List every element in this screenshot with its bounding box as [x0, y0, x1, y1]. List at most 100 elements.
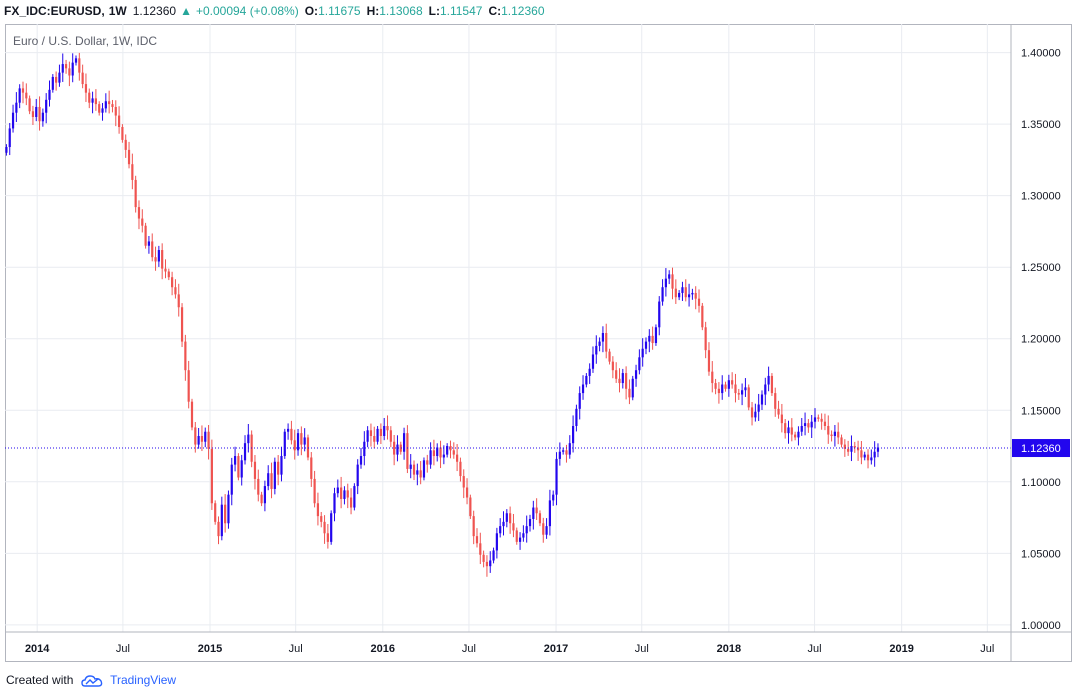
candle-body: [611, 361, 614, 371]
interval[interactable]: 1W: [108, 4, 127, 18]
candle-body: [532, 507, 535, 519]
x-tick-label: Jul: [116, 643, 130, 655]
candle-body: [267, 473, 270, 487]
candle-body: [817, 417, 820, 419]
symbol-name[interactable]: FX_IDC:EURUSD,: [4, 4, 105, 18]
candle-body: [522, 533, 525, 538]
candle-body: [631, 378, 634, 398]
candle-body: [581, 384, 585, 394]
candle-body: [200, 436, 204, 442]
candle-body: [432, 450, 436, 457]
candle-body: [442, 454, 445, 458]
time-axis[interactable]: 2014 Jul 2015 Jul 2016 Jul 2017 Jul 2018 Jul 2019 J…: [25, 643, 994, 655]
price-change: +0.00094 (+0.08%): [195, 4, 299, 18]
candle-body: [396, 444, 399, 455]
candle-body: [8, 128, 11, 148]
x-tick-label: 2017: [544, 643, 568, 655]
candle-body: [336, 487, 339, 494]
candle-body: [601, 333, 605, 342]
symbol-header: FX_IDC:EURUSD, 1W 1.12360 ▲ +0.00094 (+0.08%…: [0, 0, 1078, 22]
candle-body: [694, 292, 697, 299]
y-tick-label: 1.00000: [1021, 620, 1061, 632]
tradingview-cloud-icon[interactable]: [81, 674, 103, 688]
candle-body: [406, 433, 409, 469]
candle-body: [462, 476, 465, 488]
candle-body: [767, 375, 770, 385]
candle-body: [379, 428, 382, 437]
candle-body: [369, 430, 373, 437]
candle-body: [492, 550, 495, 561]
candle-body: [568, 443, 571, 455]
price-axis[interactable]: 1.40000 1.35000 1.30000 1.25000 1.20000 1.150…: [1021, 48, 1061, 632]
candle-body: [608, 351, 611, 362]
candle-body: [502, 521, 505, 527]
candle-body: [94, 98, 97, 105]
candle-body: [760, 394, 764, 405]
candle-body: [171, 277, 174, 288]
chart-frame: [5, 24, 1072, 662]
candle-body: [18, 88, 21, 103]
x-tick-label: Jul: [635, 643, 649, 655]
high-label: H:: [366, 4, 380, 18]
candle-body: [866, 454, 870, 461]
open-value: 1.11675: [318, 4, 361, 18]
candle-body: [247, 434, 250, 444]
candle-body: [823, 421, 827, 426]
candle-body: [300, 433, 303, 445]
candle-body: [48, 89, 51, 100]
change-arrow-icon: ▲: [180, 4, 192, 18]
y-tick-label: 1.20000: [1021, 334, 1061, 346]
candle-body: [280, 456, 283, 475]
candle-body: [830, 434, 833, 437]
candle-body: [621, 373, 624, 384]
candle-body: [469, 497, 472, 517]
candle-body: [356, 464, 359, 487]
candle-body: [588, 368, 591, 376]
candle-body: [863, 454, 866, 458]
price-chart[interactable]: 1.40000 1.35000 1.30000 1.25000 1.20000 1.150…: [5, 24, 1072, 662]
candle-body: [664, 278, 667, 288]
candle-body: [847, 448, 850, 452]
candle-body: [605, 333, 608, 352]
candle-body: [671, 274, 674, 289]
candle-body: [217, 521, 220, 537]
tradingview-link[interactable]: TradingView: [110, 673, 177, 687]
candle-body: [243, 443, 247, 461]
candle-body: [359, 456, 363, 465]
candle-body: [207, 431, 210, 449]
candle-body: [320, 516, 323, 522]
candle-body: [91, 98, 94, 103]
candle-body: [668, 274, 671, 279]
candle-body: [578, 393, 581, 409]
candle-body: [797, 431, 800, 438]
candle-body: [446, 446, 449, 455]
candle-body: [51, 76, 54, 90]
candle-body: [210, 448, 213, 504]
candle-body: [711, 371, 714, 384]
candle-body: [482, 554, 485, 562]
candle-body: [538, 513, 542, 524]
low-value: 1.11547: [439, 4, 483, 18]
candle-body: [389, 430, 392, 442]
candle-body: [194, 427, 197, 445]
x-tick-label: Jul: [808, 643, 822, 655]
candle-body: [41, 112, 44, 122]
candle-body: [542, 523, 545, 535]
candle-body: [108, 101, 111, 105]
candle-body: [290, 428, 293, 441]
candle-body: [691, 292, 694, 295]
candle-body: [684, 287, 687, 298]
candle-body: [326, 533, 329, 542]
candle-body: [184, 341, 187, 371]
candle-body: [313, 478, 316, 504]
candle-body: [55, 76, 58, 83]
candle-body: [353, 486, 356, 508]
y-tick-label: 1.05000: [1021, 548, 1061, 560]
candle-body: [68, 68, 71, 76]
candle-body: [774, 393, 777, 409]
x-tick-label: 2018: [717, 643, 741, 655]
candle-body: [648, 335, 651, 342]
candle-body: [770, 375, 774, 394]
candle-body: [273, 461, 276, 489]
candle-body: [439, 447, 442, 458]
